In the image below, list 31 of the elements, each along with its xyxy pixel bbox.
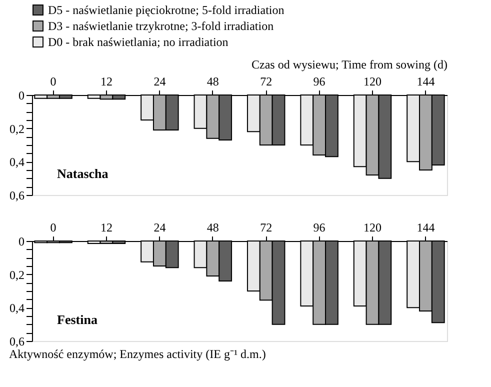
x-tick-label: 0 [50, 74, 56, 88]
y-tick-label: 0,4 [10, 301, 24, 316]
x-tick-label: 144 [416, 220, 435, 234]
legend-label: D0 - brak naświetlania; no irradiation [48, 35, 228, 49]
x-tick-label: 12 [100, 74, 112, 88]
y-tick-label: 0 [18, 234, 24, 248]
legend-label: D5 - naświetlanie pięciokrotne; 5-fold irradiation [48, 3, 284, 17]
x-tick-label: 96 [313, 220, 326, 234]
legend-label: D3 - naświetlanie trzykrotne; 3-fold irradiation [48, 19, 274, 33]
y-tick-label: 0,6 [10, 334, 24, 348]
x-tick-label: 72 [260, 220, 272, 234]
x-tick-label: 12 [100, 220, 112, 234]
y-tick-label: 0,4 [10, 155, 24, 170]
x-tick-label: 96 [313, 74, 326, 88]
y-tick-label: 0,2 [10, 268, 24, 282]
annotation: Natascha [57, 166, 109, 181]
x-tick-label: 24 [154, 74, 166, 88]
x-tick-label: 48 [206, 220, 219, 234]
x-tick-label: 72 [260, 74, 272, 88]
x-tick-label: 0 [50, 220, 56, 234]
y-tick-label: 0 [18, 88, 24, 102]
x-tick-label: 120 [364, 74, 382, 88]
x-axis-title: Czas od wysiewu; Time from sowing (d) [252, 58, 448, 72]
y-tick-label: 0,6 [10, 188, 24, 202]
x-tick-label: 24 [154, 220, 166, 234]
y-tick-label: 0,2 [10, 122, 24, 136]
x-tick-label: 120 [364, 220, 382, 234]
annotation: Festina [57, 312, 98, 327]
x-tick-label: 48 [206, 74, 219, 88]
y-axis-title: Aktywność enzymów; Enzymes activity (IE g⁻¹ d.m.) [9, 347, 266, 361]
x-tick-label: 144 [416, 74, 435, 88]
